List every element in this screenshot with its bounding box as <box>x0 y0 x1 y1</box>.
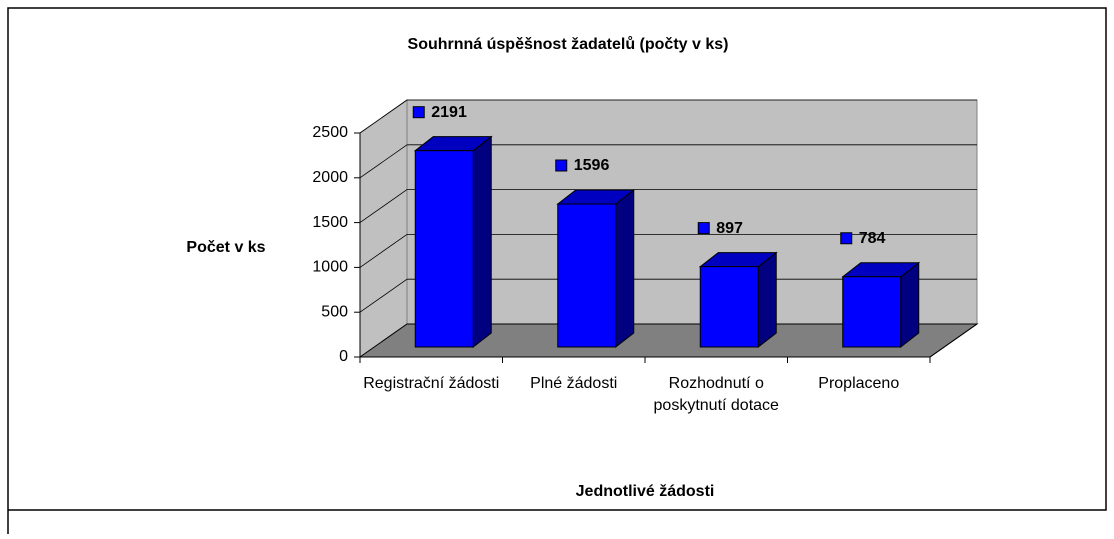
x-axis-label: Jednotlivé žádosti <box>576 483 715 500</box>
x-tick-label-box: Registrační žádosti <box>363 375 500 392</box>
y-tick-label: 500 <box>321 303 348 320</box>
x-tick-label: Plné žádosti <box>530 375 618 392</box>
value-label: 2191 <box>431 104 467 121</box>
value-label-key <box>555 159 568 172</box>
value-label: 897 <box>716 220 743 237</box>
floor-edge <box>929 323 978 358</box>
chart-title: Souhrnná úspěšnost žadatelů (počty v ks) <box>408 36 729 53</box>
side-wall <box>359 99 408 358</box>
bar-side <box>615 188 635 349</box>
value-label: 784 <box>859 230 886 247</box>
value-label-key <box>412 106 425 119</box>
chart-frame <box>7 7 1107 534</box>
bar-side <box>757 251 777 349</box>
grid-line <box>359 278 408 313</box>
y-tick-label: 2500 <box>312 124 348 141</box>
x-tick-label: Registrační žádosti <box>363 375 500 392</box>
bar-side <box>900 261 920 349</box>
x-tick-label-box: Rozhodnutí o poskytnutí dotace <box>653 375 779 414</box>
grid-line <box>359 234 408 268</box>
grid-line <box>359 144 408 179</box>
y-tick-label: 0 <box>339 348 348 365</box>
bar <box>557 203 617 348</box>
bar-side <box>472 135 492 349</box>
x-tick-label: Proplaceno <box>818 375 900 392</box>
value-label: 1596 <box>574 157 610 174</box>
bar <box>842 276 902 348</box>
grid-line <box>359 99 408 134</box>
bar <box>414 150 474 348</box>
x-tick-label: Rozhodnutí o poskytnutí dotace <box>653 375 779 414</box>
y-axis-label: Počet v ks <box>186 239 265 256</box>
y-tick-label: 2000 <box>312 169 348 186</box>
bar <box>699 266 759 348</box>
y-tick-label: 1500 <box>312 214 348 231</box>
value-label-key <box>840 232 853 245</box>
x-tick-label-box: Proplaceno <box>818 375 900 392</box>
grid-line <box>359 189 408 223</box>
x-tick-label-box: Plné žádosti <box>530 375 618 392</box>
y-tick-label: 1000 <box>312 259 348 276</box>
value-label-key <box>697 222 710 235</box>
